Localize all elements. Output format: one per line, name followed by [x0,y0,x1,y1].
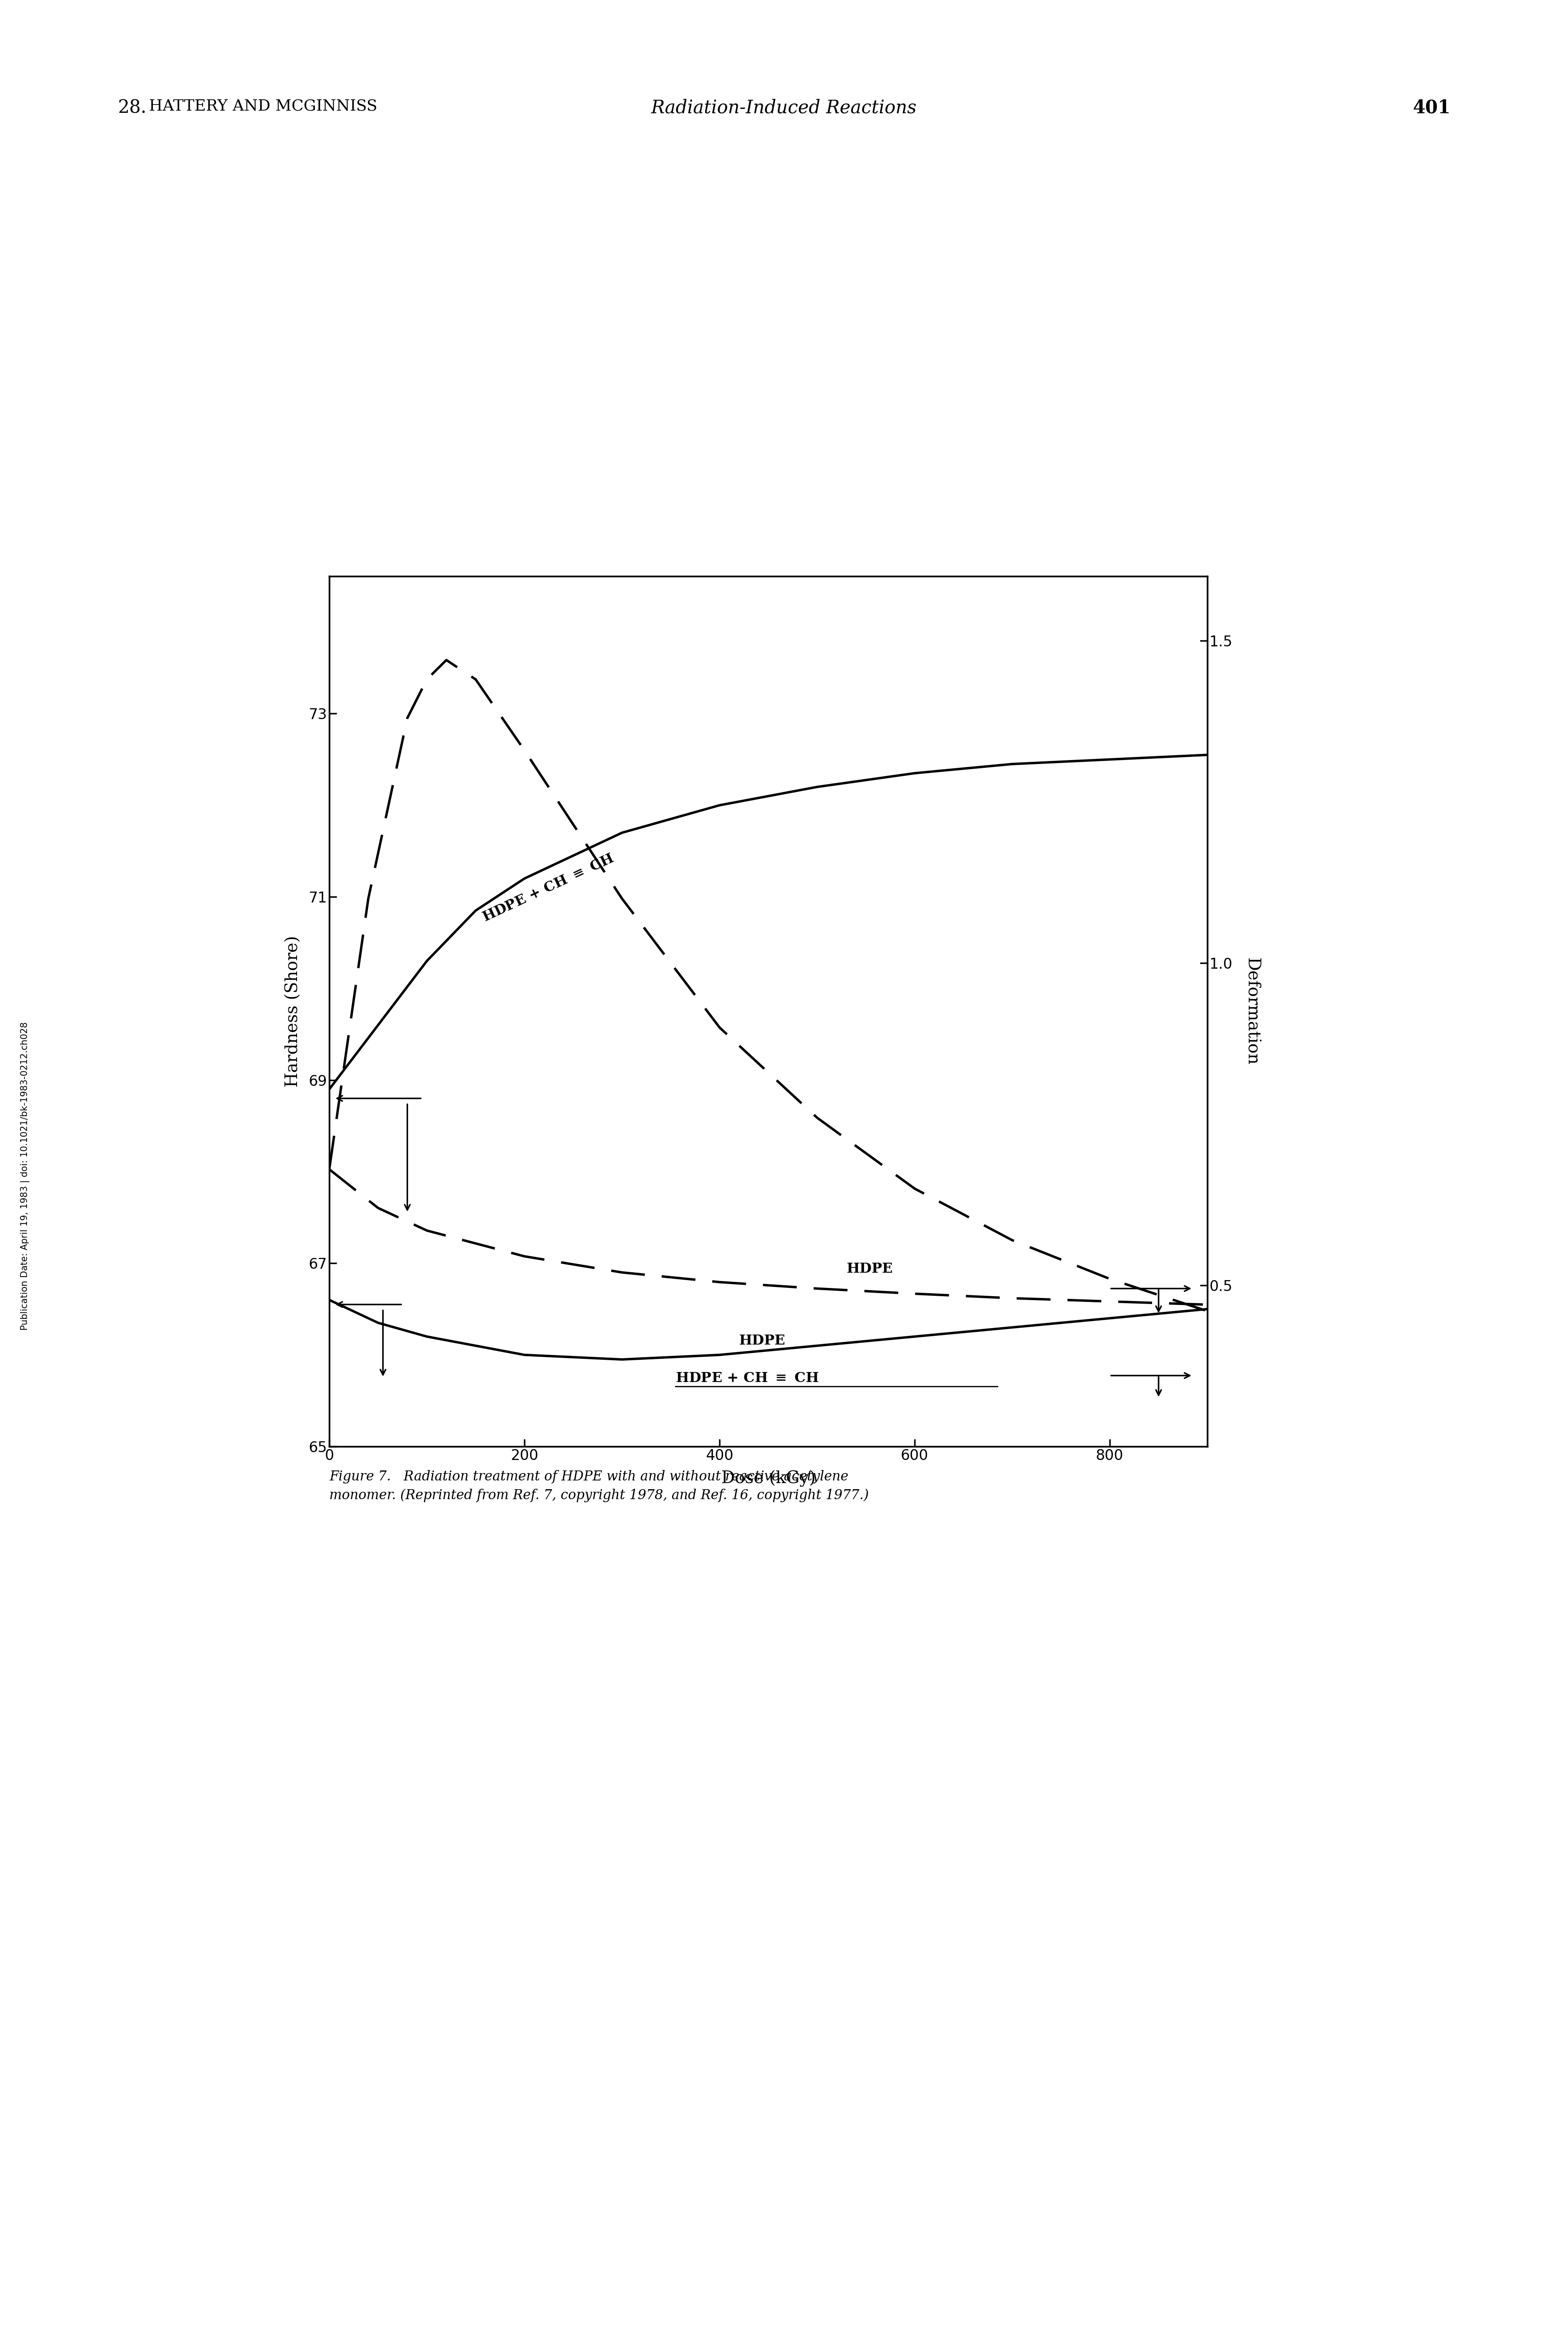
Text: HATTERY AND MCGINNISS: HATTERY AND MCGINNISS [149,99,378,113]
Text: Publication Date: April 19, 1983 | doi: 10.1021/bk-1983-0212.ch028: Publication Date: April 19, 1983 | doi: … [20,1021,30,1331]
Text: Radiation-Induced Reactions: Radiation-Induced Reactions [651,99,917,118]
Text: HDPE + CH $\equiv$ CH: HDPE + CH $\equiv$ CH [676,1371,818,1385]
Text: HDPE: HDPE [847,1263,892,1275]
Text: HDPE + CH $\equiv$ CH: HDPE + CH $\equiv$ CH [480,851,616,924]
Text: Figure 7.   Radiation treatment of HDPE with and without reactive acetylene
mono: Figure 7. Radiation treatment of HDPE wi… [329,1470,869,1503]
Text: 28.: 28. [118,99,146,118]
Y-axis label: Deformation: Deformation [1243,957,1259,1065]
X-axis label: Dose (kGy): Dose (kGy) [721,1470,815,1486]
Text: HDPE: HDPE [739,1334,786,1348]
Y-axis label: Hardness (Shore): Hardness (Shore) [285,936,301,1087]
Text: 401: 401 [1413,99,1450,118]
